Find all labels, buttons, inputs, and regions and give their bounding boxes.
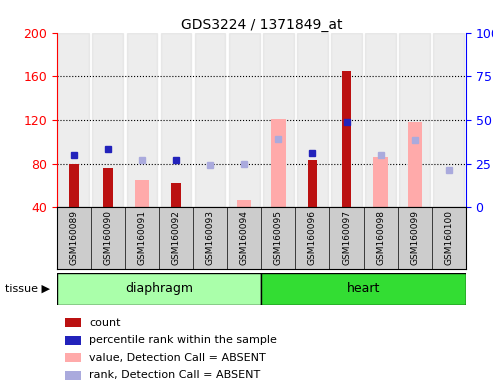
Bar (263, 33, 294, 207)
Text: GSM160089: GSM160089 (69, 210, 78, 265)
Bar (135, 180, 149, 207)
Text: value, Detection Call = ABSENT: value, Detection Call = ABSENT (89, 353, 266, 363)
Text: GSM160092: GSM160092 (172, 210, 180, 265)
Text: heart: heart (347, 283, 380, 295)
Text: GSM160097: GSM160097 (342, 210, 351, 265)
Text: GSM160090: GSM160090 (104, 210, 112, 265)
Bar (69, 164, 78, 207)
Bar (65, 318, 81, 327)
Bar (399, 33, 430, 207)
Text: GSM160095: GSM160095 (274, 210, 283, 265)
Bar (408, 122, 422, 207)
Bar (103, 168, 112, 207)
Bar (342, 71, 352, 207)
Bar (65, 371, 81, 380)
Text: diaphragm: diaphragm (125, 283, 193, 295)
Bar (161, 33, 191, 207)
Text: GSM160091: GSM160091 (138, 210, 146, 265)
Bar (195, 33, 225, 207)
Bar (433, 33, 464, 207)
Text: GSM160094: GSM160094 (240, 210, 249, 265)
Bar (65, 353, 81, 362)
Text: GSM160093: GSM160093 (206, 210, 214, 265)
Text: GSM160096: GSM160096 (308, 210, 317, 265)
Bar (331, 33, 362, 207)
Bar (374, 157, 388, 207)
Bar (58, 33, 89, 207)
Text: GSM160099: GSM160099 (410, 210, 419, 265)
Text: GSM160100: GSM160100 (444, 210, 454, 265)
Text: GSM160098: GSM160098 (376, 210, 385, 265)
Bar (65, 336, 81, 344)
Text: rank, Detection Call = ABSENT: rank, Detection Call = ABSENT (89, 370, 261, 380)
Bar (57, 273, 261, 305)
Bar (297, 33, 328, 207)
Text: tissue ▶: tissue ▶ (5, 284, 50, 294)
Bar (229, 33, 260, 207)
Bar (237, 200, 251, 207)
Text: percentile rank within the sample: percentile rank within the sample (89, 335, 277, 345)
Bar (365, 33, 396, 207)
Text: count: count (89, 318, 121, 328)
Title: GDS3224 / 1371849_at: GDS3224 / 1371849_at (180, 18, 342, 31)
Bar (308, 161, 317, 207)
Bar (127, 33, 157, 207)
Bar (271, 119, 285, 207)
Bar (261, 273, 466, 305)
Bar (93, 33, 123, 207)
Bar (171, 183, 181, 207)
